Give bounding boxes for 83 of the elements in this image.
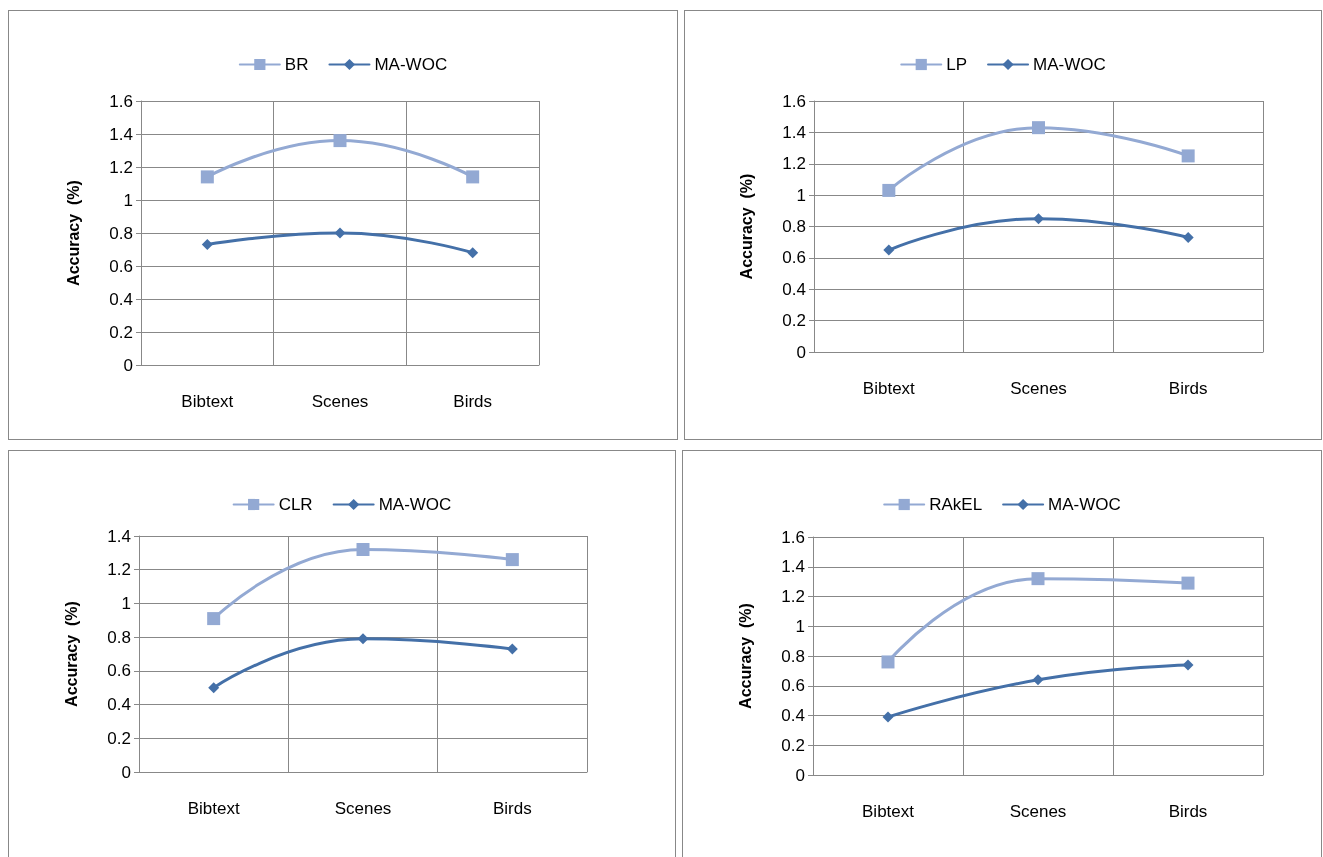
y-tick-label: 0.4 bbox=[107, 695, 131, 715]
y-tick-label: 0.6 bbox=[781, 676, 805, 696]
point bbox=[882, 183, 896, 197]
point bbox=[201, 239, 213, 251]
y-tick-label: 0.8 bbox=[781, 646, 805, 666]
legend-label: RAkEL bbox=[929, 495, 983, 514]
x-tick-label: Bibtext bbox=[862, 379, 916, 398]
y-tick-label: 0 bbox=[795, 765, 805, 785]
point bbox=[506, 643, 518, 655]
y-tick-label: 0 bbox=[796, 342, 806, 362]
point bbox=[466, 170, 480, 184]
y-tick-label: 0.8 bbox=[107, 627, 131, 647]
point bbox=[1181, 149, 1195, 163]
y-tick-label: 1.2 bbox=[782, 154, 806, 174]
legend-label: BR bbox=[284, 55, 309, 74]
y-tick-label: 1.6 bbox=[109, 91, 133, 111]
point bbox=[207, 612, 221, 626]
y-tick-label: 0.2 bbox=[109, 322, 133, 342]
y-tick-label: 0 bbox=[123, 355, 133, 375]
x-tick-label: Bibtext bbox=[187, 799, 240, 818]
x-tick-label: Bibtext bbox=[181, 392, 234, 411]
x-tick-label: Birds bbox=[453, 392, 493, 411]
y-tick-label: 1 bbox=[123, 190, 133, 210]
y-tick-label: 0.8 bbox=[109, 223, 133, 243]
legend-label: MA-WOC bbox=[1033, 55, 1106, 74]
legend-label: MA-WOC bbox=[374, 55, 448, 74]
y-tick-label: 0.6 bbox=[782, 248, 806, 268]
y-tick-label: 0.2 bbox=[781, 735, 805, 755]
y-tick-label: 0.2 bbox=[107, 728, 131, 748]
point bbox=[208, 682, 220, 694]
x-tick-label: Scenes bbox=[1009, 802, 1067, 821]
y-axis-title: Accuracy (%) bbox=[737, 173, 755, 280]
x-tick-label: Scenes bbox=[1010, 379, 1067, 398]
legend-label: MA-WOC bbox=[378, 495, 452, 514]
point bbox=[1182, 659, 1194, 671]
legend-label: LP bbox=[946, 55, 968, 74]
y-tick-label: 0.6 bbox=[109, 256, 133, 276]
y-tick-label: 0.4 bbox=[109, 289, 133, 309]
x-tick-label: Bibtext bbox=[862, 802, 915, 821]
point bbox=[881, 655, 895, 669]
point bbox=[882, 711, 894, 723]
point bbox=[1032, 121, 1045, 135]
y-tick-label: 1.2 bbox=[107, 560, 131, 580]
y-tick-label: 1.4 bbox=[782, 122, 806, 142]
point bbox=[1032, 674, 1044, 686]
y-axis-title: Accuracy (%) bbox=[64, 180, 82, 286]
y-tick-label: 0.4 bbox=[782, 279, 806, 299]
y-tick-label: 1.6 bbox=[782, 91, 806, 111]
point bbox=[1182, 231, 1194, 243]
point bbox=[883, 244, 895, 256]
point bbox=[467, 247, 479, 259]
point bbox=[1031, 572, 1045, 586]
point bbox=[1033, 213, 1044, 225]
y-axis-title: Accuracy (%) bbox=[62, 601, 80, 707]
y-tick-label: 1.4 bbox=[109, 124, 133, 144]
point bbox=[356, 542, 370, 556]
y-tick-label: 1 bbox=[121, 593, 131, 613]
y-tick-label: 0.8 bbox=[782, 217, 806, 236]
legend-label: CLR bbox=[278, 495, 313, 514]
x-tick-label: Scenes bbox=[311, 392, 369, 411]
point bbox=[333, 134, 347, 148]
y-tick-label: 1.2 bbox=[781, 587, 805, 606]
y-axis-title: Accuracy (%) bbox=[736, 603, 754, 709]
y-tick-label: 1.6 bbox=[781, 527, 805, 547]
y-tick-label: 0.4 bbox=[781, 706, 805, 725]
y-tick-label: 1 bbox=[796, 185, 806, 205]
x-tick-label: Scenes bbox=[334, 799, 392, 818]
legend-label: MA-WOC bbox=[1048, 495, 1121, 514]
y-tick-label: 1 bbox=[795, 616, 805, 636]
y-tick-label: 1.4 bbox=[107, 526, 131, 546]
y-tick-label: 1.2 bbox=[109, 157, 133, 177]
y-tick-label: 0.6 bbox=[107, 661, 131, 681]
y-tick-label: 1.4 bbox=[781, 557, 805, 577]
point bbox=[357, 633, 369, 645]
x-tick-label: Birds bbox=[1168, 379, 1208, 398]
point bbox=[1181, 576, 1195, 590]
point bbox=[200, 170, 214, 184]
x-tick-label: Birds bbox=[1168, 802, 1208, 821]
y-tick-label: 0.2 bbox=[782, 311, 806, 331]
point bbox=[505, 553, 519, 567]
x-tick-label: Birds bbox=[492, 799, 532, 818]
y-tick-label: 0 bbox=[121, 762, 131, 782]
point bbox=[334, 227, 346, 239]
